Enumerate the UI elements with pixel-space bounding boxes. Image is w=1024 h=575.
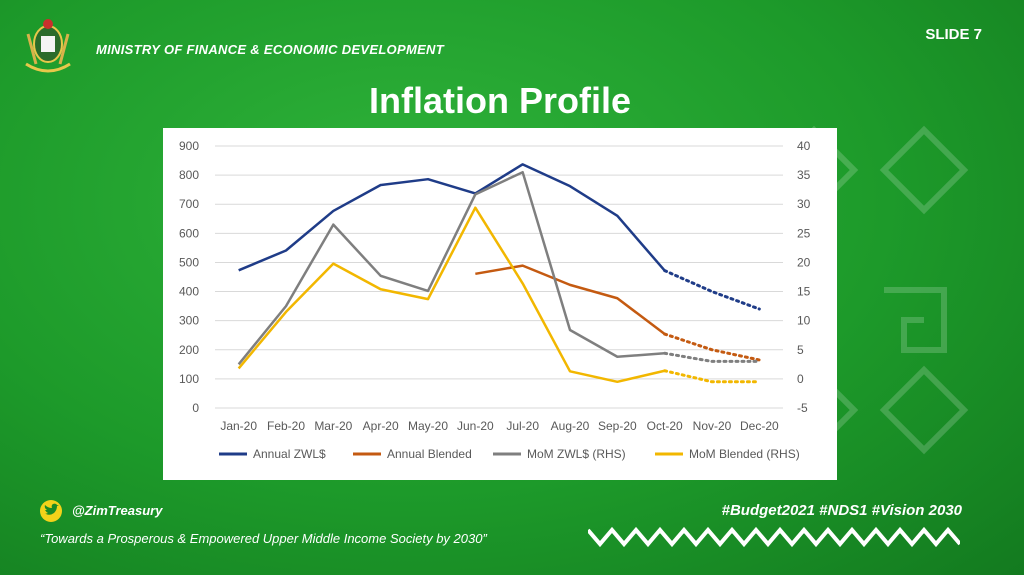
page-title: Inflation Profile [368,80,631,121]
y-left-tick-label: 900 [179,139,199,153]
y-right-tick-label: 25 [797,226,811,240]
x-tick-label: Jun-20 [457,419,494,433]
x-tick-label: Aug-20 [551,419,590,433]
chart-panel: 0 100 200 300 400 500 600 700 800 900 -5 0 5 10 15 20 25… [163,128,837,480]
y-right-tick-label: -5 [797,401,808,415]
x-tick-label: Mar-20 [314,419,352,433]
y-left-tick-label: 300 [179,314,199,328]
x-tick-label: May-20 [408,419,448,433]
y-right-tick-label: 0 [797,372,804,386]
y-right-tick-label: 10 [797,314,811,328]
y-left-tick-label: 800 [179,168,199,182]
y-left-tick-label: 400 [179,285,199,299]
twitter-icon[interactable] [40,500,62,522]
series-projection-mom-zwl-rhs [663,351,761,363]
y-left-tick-label: 700 [179,197,199,211]
y-right-tick-label: 5 [797,343,804,357]
series-line-mom-blended-rhs [237,206,665,384]
series-line-mom-zwl-rhs [237,170,665,366]
legend-label: Annual ZWL$ [253,447,326,461]
series-line-annual-blended [475,264,666,336]
twitter-handle[interactable]: @ZimTreasury [72,503,163,518]
x-tick-label: Nov-20 [693,419,732,433]
legend-label: Annual Blended [387,447,472,461]
series-projection-mom-blended-rhs [663,369,761,384]
x-tick-label: Sep-20 [598,419,637,433]
y-right-tick-label: 35 [797,168,811,182]
y-right-tick-label: 40 [797,139,811,153]
coat-of-arms-icon [25,19,71,73]
y-left-tick-label: 0 [192,401,199,415]
y-right-tick-label: 20 [797,255,811,269]
legend-label: MoM Blended (RHS) [689,447,800,461]
x-tick-label: Oct-20 [647,419,683,433]
inflation-chart: 0 100 200 300 400 500 600 700 800 900 -5 0 5 10 15 20 25… [179,139,811,461]
series-line-annual-zwl [238,163,666,272]
y-right-tick-label: 30 [797,197,811,211]
series-projection-annual-blended [663,332,761,362]
x-tick-label: Feb-20 [267,419,305,433]
legend-label: MoM ZWL$ (RHS) [527,447,626,461]
slide-number: SLIDE 7 [925,26,982,43]
x-tick-label: Dec-20 [740,419,779,433]
x-tick-label: Jan-20 [220,419,257,433]
hashtags: #Budget2021 #NDS1 #Vision 2030 [721,502,962,519]
y-left-tick-label: 200 [179,343,199,357]
x-tick-label: Jul-20 [506,419,539,433]
motto-text: “Towards a Prosperous & Empowered Upper … [40,531,487,546]
series-projection-annual-zwl [663,269,761,311]
y-right-tick-label: 15 [797,285,811,299]
ministry-name: MINISTRY OF FINANCE & ECONOMIC DEVELOPME… [96,42,444,57]
y-left-tick-label: 100 [179,372,199,386]
y-left-tick-label: 600 [179,226,199,240]
zigzag-decoration [588,526,960,548]
x-tick-label: Apr-20 [363,419,399,433]
y-left-tick-label: 500 [179,255,199,269]
